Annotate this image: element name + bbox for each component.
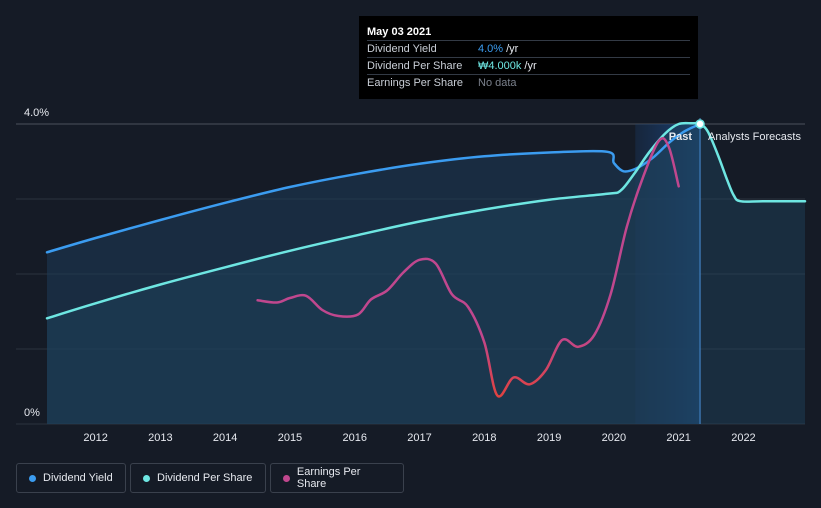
dividend-per-share-area: [47, 123, 805, 424]
dividend-yield-area: [47, 124, 700, 424]
dividend-per-share-line: [45, 121, 807, 320]
tooltip-label: Dividend Per Share: [367, 60, 463, 72]
y-axis: 0% 4.0%: [24, 107, 49, 419]
x-tick-label: 2015: [278, 432, 302, 444]
legend-dividend-yield[interactable]: Dividend Yield: [16, 463, 126, 493]
tooltip-row-earnings-per-share: Earnings Per Share No data: [367, 74, 690, 91]
legend-dot-icon: [143, 474, 150, 482]
x-tick-label: 2016: [342, 432, 366, 444]
past-label: Past: [669, 131, 693, 143]
forecast-label: Analysts Forecasts: [708, 131, 801, 143]
x-tick-label: 2013: [148, 432, 172, 444]
tooltip-unit: /yr: [524, 60, 537, 72]
x-tick-label: 2012: [83, 432, 107, 444]
tooltip-unit: /yr: [506, 43, 519, 55]
legend-dot-icon: [283, 474, 290, 482]
tooltip-value: 4.0%: [478, 43, 504, 55]
x-tick-label: 2017: [407, 432, 431, 444]
x-tick-label: 2022: [731, 432, 755, 444]
x-tick-label: 2014: [213, 432, 237, 444]
tooltip: May 03 2021 Dividend Yield 4.0%/yr Divid…: [359, 16, 698, 99]
hover-marker: [695, 119, 705, 129]
tooltip-row-dividend-per-share: Dividend Per Share ₩4.000k/yr: [367, 57, 690, 74]
legend-dividend-per-share[interactable]: Dividend Per Share: [130, 463, 266, 493]
series-lines: [45, 121, 807, 398]
x-tick-label: 2019: [537, 432, 561, 444]
tooltip-row-dividend-yield: Dividend Yield 4.0%/yr: [367, 40, 690, 57]
x-tick-label: 2018: [472, 432, 496, 444]
tooltip-date: May 03 2021: [367, 26, 432, 38]
tooltip-value: No data: [478, 77, 517, 89]
tooltip-value: ₩4.000k: [478, 60, 522, 72]
legend-label: Earnings Per Share: [296, 466, 361, 490]
x-axis: 2012 2013 2014 2015 2016 2017 2018 2019 2020 2021…: [83, 432, 755, 444]
legend-dot-icon: [29, 474, 36, 482]
x-tick-label: 2020: [602, 432, 626, 444]
earnings-per-share-line: [256, 137, 680, 398]
y-tick-label: 4.0%: [24, 107, 49, 119]
legend-earnings-per-share[interactable]: Earnings Per Share: [270, 463, 404, 493]
y-tick-label: 0%: [24, 407, 40, 419]
series-areas: [47, 123, 805, 424]
x-tick-label: 2021: [666, 432, 690, 444]
tooltip-label: Earnings Per Share: [367, 77, 463, 89]
tooltip-label: Dividend Yield: [367, 43, 437, 55]
legend-label: Dividend Per Share: [157, 472, 253, 484]
legend-label: Dividend Yield: [43, 472, 113, 484]
dividend-yield-line: [45, 122, 702, 254]
